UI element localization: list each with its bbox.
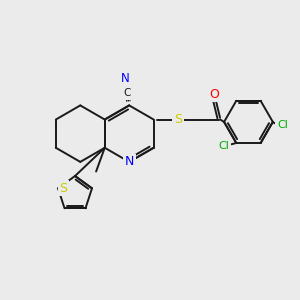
Text: N: N (124, 155, 134, 168)
Text: Cl: Cl (218, 141, 229, 151)
Text: S: S (59, 182, 68, 195)
Text: Cl: Cl (277, 120, 288, 130)
Text: S: S (174, 113, 182, 126)
Text: N: N (120, 72, 129, 85)
Text: C: C (123, 88, 131, 98)
Text: O: O (209, 88, 219, 101)
